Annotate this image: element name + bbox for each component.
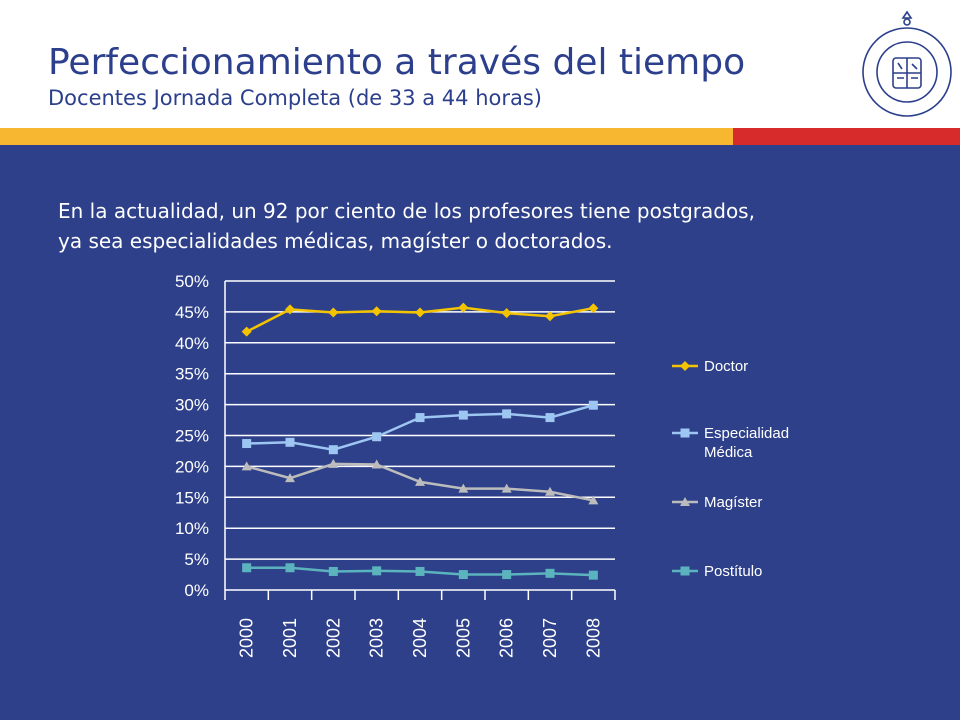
x-tick-label: 2005 (453, 618, 473, 658)
x-tick-label: 2002 (323, 618, 343, 658)
x-tick-label: 2006 (497, 618, 517, 658)
y-tick-label: 35% (175, 365, 209, 384)
y-tick-label: 10% (175, 519, 209, 538)
data-point-postitulo (242, 563, 252, 573)
data-point-magister (588, 495, 599, 505)
data-point-doctor (371, 306, 382, 317)
x-tick-label: 2000 (237, 618, 257, 658)
data-point-especialidad-medica (588, 400, 598, 410)
x-tick-label: 2001 (280, 618, 300, 658)
data-point-especialidad-medica (285, 437, 295, 447)
data-point-magister (415, 476, 425, 486)
grid-layer (224, 280, 615, 591)
x-tick-label: 2008 (583, 618, 603, 658)
data-point-doctor (241, 326, 252, 337)
data-point-magister (371, 459, 382, 469)
body-line: En la actualidad, un 92 por ciento de lo… (58, 199, 755, 223)
data-point-magister (501, 483, 512, 493)
data-point-postitulo (372, 566, 382, 576)
data-point-magister (545, 486, 555, 496)
slide-subtitle: Docentes Jornada Completa (de 33 a 44 ho… (48, 86, 543, 110)
data-point-especialidad-medica (415, 413, 425, 423)
y-tick-label: 25% (175, 427, 209, 446)
legend-label: Postítulo (704, 563, 762, 580)
university-seal-logo (862, 10, 952, 117)
data-point-postitulo (328, 566, 338, 576)
data-point-postitulo (458, 570, 468, 580)
data-point-postitulo (502, 570, 512, 580)
series-line-especialidad-medica (246, 404, 594, 451)
legend-swatch-marker (680, 497, 690, 506)
y-tick-label: 30% (175, 396, 209, 415)
accent-band-yellow (0, 128, 733, 145)
data-point-magister (285, 473, 295, 483)
x-tick-label: 2003 (367, 618, 387, 658)
legend: Doctor Especialidad Médica Magíster Postítul… (672, 358, 789, 580)
data-point-magister (328, 458, 339, 468)
data-point-doctor (285, 304, 295, 315)
legend-swatch-marker (680, 428, 690, 438)
legend-label: Médica (704, 444, 753, 461)
data-point-postitulo (415, 566, 425, 576)
y-tick-label: 5% (184, 550, 209, 569)
data-point-doctor (501, 308, 512, 319)
y-tick-label: 0% (184, 581, 209, 600)
content-panel (0, 145, 960, 720)
series-layer (241, 302, 599, 580)
data-point-especialidad-medica (545, 413, 555, 423)
data-point-especialidad-medica (328, 445, 338, 455)
data-point-especialidad-medica (458, 410, 468, 420)
data-point-postitulo (588, 570, 598, 580)
legend-label: Doctor (704, 358, 748, 375)
header: Perfeccionamiento a través del tiempo Do… (0, 0, 960, 128)
data-point-doctor (545, 311, 555, 322)
body-text: En la actualidad, un 92 por ciento de lo… (58, 196, 938, 256)
legend-swatch-marker (680, 361, 690, 371)
y-tick-label: 50% (175, 272, 209, 291)
y-tick-label: 20% (175, 457, 209, 476)
accent-band-red (733, 128, 960, 145)
body-line: ya sea especialidades médicas, magíster … (58, 229, 613, 253)
y-tick-label: 45% (175, 303, 209, 322)
data-point-magister (458, 483, 469, 493)
legend-swatch-marker (680, 566, 690, 576)
data-point-especialidad-medica (502, 409, 512, 419)
data-point-especialidad-medica (372, 432, 382, 442)
y-axis-ticks: 0% 5% 10% 15% 20% 25% 30% 35% 40% 45% 50% (175, 272, 209, 600)
data-point-postitulo (545, 568, 555, 578)
y-tick-label: 15% (175, 488, 209, 507)
data-point-doctor (588, 303, 599, 314)
legend-label: Magíster (704, 494, 762, 511)
x-tick-label: 2004 (410, 618, 430, 658)
data-point-doctor (415, 307, 425, 318)
data-point-postitulo (285, 563, 295, 573)
y-tick-label: 40% (175, 334, 209, 353)
x-axis-ticks: 2000 2001 2002 2003 2004 2005 2006 2007 2008 (224, 590, 616, 658)
data-point-magister (241, 461, 252, 471)
legend-label: Especialidad (704, 425, 789, 442)
x-tick-label: 2007 (540, 618, 560, 658)
data-point-doctor (328, 307, 339, 318)
slide-title: Perfeccionamiento a través del tiempo (48, 42, 746, 83)
data-point-doctor (458, 302, 469, 313)
data-point-especialidad-medica (242, 439, 252, 449)
